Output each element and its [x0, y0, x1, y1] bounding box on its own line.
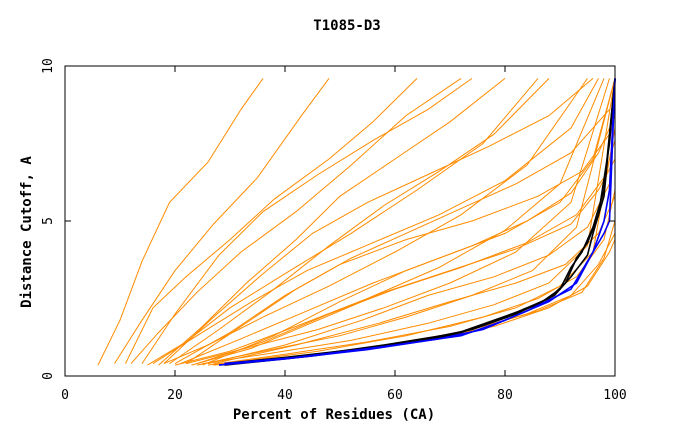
orange-series-line	[152, 78, 599, 365]
orange-series-line	[174, 78, 605, 366]
plot-frame	[64, 65, 616, 377]
highlight-series-line	[229, 78, 616, 365]
y-axis: 0 5 10	[41, 58, 615, 380]
orange-series-line	[158, 78, 506, 366]
y-tick-label: 5	[41, 217, 56, 225]
x-tick-label: 60	[387, 388, 403, 403]
x-axis: 0 20 40 60 80 100	[61, 66, 627, 403]
highlight-series-line	[224, 78, 616, 365]
orange-series-line	[202, 115, 616, 366]
y-axis-label: Distance Cutoff, A	[19, 156, 35, 308]
orange-series-line	[169, 78, 550, 365]
orange-series-line	[196, 140, 616, 365]
highlight-series-line	[218, 78, 616, 366]
y-tick-label: 0	[41, 372, 56, 380]
orange-series-line	[163, 78, 594, 364]
orange-series-line	[141, 77, 473, 364]
orange-series-line	[147, 78, 539, 366]
orange-series-group	[97, 77, 616, 366]
y-tick-label: 10	[41, 58, 56, 74]
x-tick-label: 80	[497, 388, 513, 403]
orange-series-line	[202, 78, 616, 365]
orange-series-line	[130, 77, 462, 364]
x-tick-label: 100	[603, 388, 626, 403]
orange-series-line	[163, 78, 588, 365]
orange-series-line	[207, 127, 616, 366]
orange-series-line	[174, 133, 610, 365]
orange-series-line	[191, 158, 616, 366]
chart-title: T1085-D3	[313, 18, 380, 34]
orange-series-line	[207, 78, 616, 365]
orange-series-line	[185, 109, 610, 365]
x-tick-label: 0	[61, 388, 69, 403]
orange-series-line	[114, 78, 330, 364]
x-tick-label: 40	[277, 388, 293, 403]
x-tick-label: 20	[167, 388, 183, 403]
orange-series-line	[224, 189, 616, 365]
orange-series-line	[97, 78, 264, 366]
highlight-series-group	[218, 78, 616, 366]
orange-series-line	[196, 78, 616, 366]
orange-series-line	[213, 233, 616, 366]
orange-series-line	[213, 195, 616, 365]
orange-series-line	[125, 78, 418, 364]
x-axis-label: Percent of Residues (CA)	[233, 407, 435, 423]
